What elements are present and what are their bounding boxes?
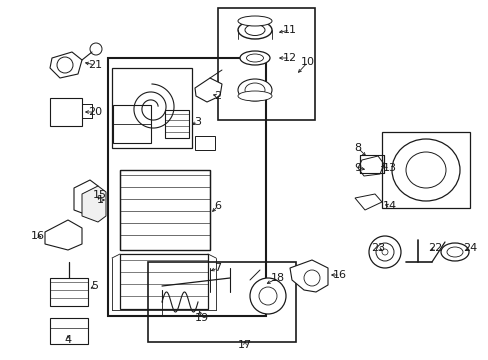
Text: 8: 8 [354, 143, 361, 153]
Ellipse shape [440, 243, 468, 261]
Text: 15: 15 [93, 190, 107, 200]
Text: 7: 7 [214, 263, 221, 273]
Ellipse shape [246, 54, 263, 62]
Ellipse shape [391, 139, 459, 201]
Ellipse shape [405, 152, 445, 188]
Text: 2: 2 [214, 91, 221, 101]
Text: 24: 24 [462, 243, 476, 253]
Ellipse shape [238, 91, 271, 101]
Circle shape [57, 57, 73, 73]
Text: 10: 10 [301, 57, 314, 67]
Bar [113, 105, 151, 143]
Circle shape [381, 249, 387, 255]
Text: 16: 16 [31, 231, 45, 241]
Text: 1: 1 [96, 195, 103, 205]
Bar [120, 254, 207, 309]
Bar [50, 318, 88, 344]
Text: 6: 6 [214, 201, 221, 211]
Circle shape [249, 278, 285, 314]
Polygon shape [45, 220, 82, 250]
Circle shape [259, 287, 276, 305]
Bar [359, 155, 383, 173]
Polygon shape [354, 194, 381, 210]
Circle shape [368, 236, 400, 268]
Circle shape [304, 270, 319, 286]
Bar [112, 68, 192, 148]
Bar [218, 8, 314, 120]
Text: 11: 11 [283, 25, 296, 35]
Text: 21: 21 [88, 60, 102, 70]
Polygon shape [357, 156, 383, 176]
Bar [148, 262, 295, 342]
Text: 16: 16 [332, 270, 346, 280]
Text: 20: 20 [88, 107, 102, 117]
Text: 9: 9 [354, 163, 361, 173]
Text: 19: 19 [195, 313, 209, 323]
Text: 4: 4 [64, 335, 71, 345]
Circle shape [90, 43, 102, 55]
Bar [50, 98, 82, 126]
Bar [108, 58, 265, 316]
Ellipse shape [238, 79, 271, 101]
Ellipse shape [446, 247, 462, 257]
Ellipse shape [238, 21, 271, 39]
Ellipse shape [238, 16, 271, 26]
Polygon shape [82, 186, 106, 222]
Polygon shape [74, 180, 98, 216]
Text: 3: 3 [194, 117, 201, 127]
Bar [195, 136, 215, 150]
Ellipse shape [244, 24, 264, 36]
Text: 13: 13 [382, 163, 396, 173]
Text: 12: 12 [283, 53, 296, 63]
Text: 18: 18 [270, 273, 285, 283]
Text: 14: 14 [382, 201, 396, 211]
Text: 23: 23 [370, 243, 384, 253]
Polygon shape [50, 52, 82, 78]
Polygon shape [289, 260, 327, 292]
Bar [381, 132, 469, 208]
Text: 22: 22 [427, 243, 441, 253]
Bar [120, 170, 209, 250]
Bar [50, 278, 88, 306]
Text: 5: 5 [91, 281, 98, 291]
Polygon shape [195, 78, 222, 102]
Bar [164, 110, 189, 138]
Circle shape [375, 243, 393, 261]
Ellipse shape [240, 51, 269, 65]
Ellipse shape [244, 83, 264, 97]
Text: 17: 17 [238, 340, 251, 350]
